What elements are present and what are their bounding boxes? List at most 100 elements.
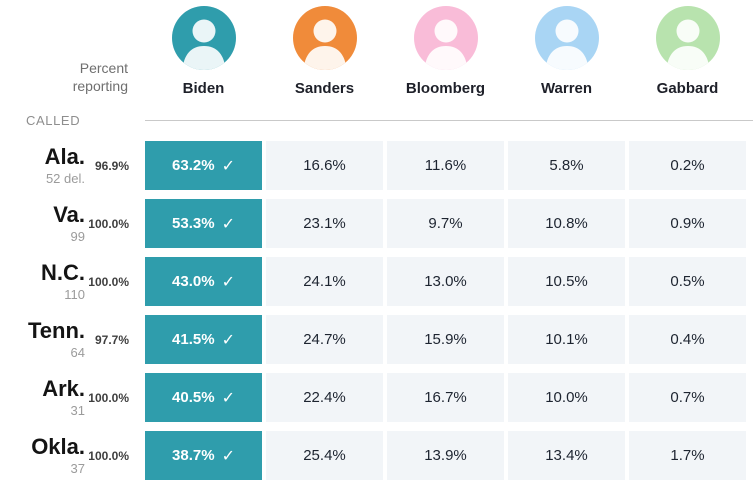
percent-reporting-value: 97.7% bbox=[94, 332, 129, 347]
result-cell: 15.9% bbox=[387, 315, 504, 364]
winner-checkmark-icon: ✓ bbox=[221, 447, 235, 465]
candidate-name: Biden bbox=[182, 80, 225, 97]
table-row: Va. 99 100.0% 53.3% ✓ 23.1% 9.7% 10.8% 0… bbox=[0, 199, 753, 248]
percent-reporting-value: 96.9% bbox=[94, 158, 129, 173]
person-icon bbox=[303, 19, 346, 70]
percent-reporting-value: 100.0% bbox=[88, 448, 129, 463]
table-row: Tenn. 64 97.7% 41.5% ✓ 24.7% 15.9% 10.1%… bbox=[0, 315, 753, 364]
state-cell: Tenn. 64 bbox=[0, 315, 85, 364]
person-icon bbox=[182, 19, 225, 70]
state-label: N.C. bbox=[41, 260, 85, 285]
result-cell: 0.4% bbox=[629, 315, 746, 364]
result-cell: 10.1% bbox=[508, 315, 625, 364]
candidate-avatar bbox=[413, 6, 478, 70]
candidate-header-row: Percent reporting Biden Sanders bbox=[0, 6, 753, 97]
state-label: Ala. bbox=[44, 144, 85, 169]
winner-checkmark-icon: ✓ bbox=[221, 215, 235, 233]
result-cell: 5.8% bbox=[508, 141, 625, 190]
candidate-avatar bbox=[534, 6, 599, 70]
result-value: 63.2% bbox=[172, 157, 215, 174]
person-icon bbox=[666, 19, 709, 70]
table-row: Okla. 37 100.0% 38.7% ✓ 25.4% 13.9% 13.4… bbox=[0, 431, 753, 480]
percent-reporting-value: 100.0% bbox=[88, 274, 129, 289]
table-body: Ala. 52 del. 96.9% 63.2% ✓ 16.6% 11.6% 5… bbox=[0, 141, 753, 480]
result-cell: 25.4% bbox=[266, 431, 383, 480]
result-cell: 1.7% bbox=[629, 431, 746, 480]
candidate-name: Warren bbox=[540, 80, 593, 97]
winner-checkmark-icon: ✓ bbox=[221, 331, 235, 349]
result-cell: 16.6% bbox=[266, 141, 383, 190]
state-cell: Ala. 52 del. bbox=[0, 141, 85, 190]
result-cell: 13.4% bbox=[508, 431, 625, 480]
result-cell: 10.0% bbox=[508, 373, 625, 422]
candidate-header-biden: Biden bbox=[145, 6, 262, 97]
winner-checkmark-icon: ✓ bbox=[221, 157, 235, 175]
winner-cell: 40.5% ✓ bbox=[145, 373, 262, 422]
result-cell: 0.7% bbox=[629, 373, 746, 422]
state-label: Ark. bbox=[42, 376, 85, 401]
percent-reporting-value: 100.0% bbox=[88, 216, 129, 231]
candidate-avatar bbox=[171, 6, 236, 70]
result-value: 43.0% bbox=[172, 273, 215, 290]
called-label: CALLED bbox=[26, 112, 81, 128]
table-row: Ark. 31 100.0% 40.5% ✓ 22.4% 16.7% 10.0%… bbox=[0, 373, 753, 422]
delegate-count: 52 del. bbox=[45, 171, 85, 186]
person-icon bbox=[545, 19, 588, 70]
result-cell: 13.9% bbox=[387, 431, 504, 480]
person-icon bbox=[424, 19, 467, 70]
header-divider bbox=[145, 119, 753, 121]
winner-checkmark-icon: ✓ bbox=[221, 273, 235, 291]
table-row: N.C. 110 100.0% 43.0% ✓ 24.1% 13.0% 10.5… bbox=[0, 257, 753, 306]
delegate-count: 99 bbox=[70, 229, 85, 244]
candidate-header-warren: Warren bbox=[508, 6, 625, 97]
winner-cell: 63.2% ✓ bbox=[145, 141, 262, 190]
candidate-name: Gabbard bbox=[656, 80, 719, 97]
state-label: Tenn. bbox=[27, 318, 85, 343]
candidate-avatar bbox=[655, 6, 720, 70]
result-value: 40.5% bbox=[172, 389, 215, 406]
delegate-count: 64 bbox=[70, 345, 85, 360]
candidate-header-bloomberg: Bloomberg bbox=[387, 6, 504, 97]
candidate-avatar bbox=[292, 6, 357, 70]
called-row: CALLED bbox=[0, 111, 753, 129]
percent-reporting-header: Percent reporting bbox=[72, 60, 128, 94]
candidate-name: Bloomberg bbox=[405, 80, 486, 97]
result-cell: 0.2% bbox=[629, 141, 746, 190]
result-cell: 10.5% bbox=[508, 257, 625, 306]
state-cell: N.C. 110 bbox=[0, 257, 85, 306]
result-cell: 0.5% bbox=[629, 257, 746, 306]
result-value: 41.5% bbox=[172, 331, 215, 348]
candidate-header-sanders: Sanders bbox=[266, 6, 383, 97]
delegate-count: 110 bbox=[64, 287, 85, 302]
percent-reporting-header-cell: Percent reporting bbox=[0, 6, 145, 97]
result-cell: 11.6% bbox=[387, 141, 504, 190]
result-cell: 9.7% bbox=[387, 199, 504, 248]
result-cell: 13.0% bbox=[387, 257, 504, 306]
result-cell: 24.1% bbox=[266, 257, 383, 306]
winner-cell: 41.5% ✓ bbox=[145, 315, 262, 364]
winner-cell: 43.0% ✓ bbox=[145, 257, 262, 306]
result-cell: 24.7% bbox=[266, 315, 383, 364]
table-row: Ala. 52 del. 96.9% 63.2% ✓ 16.6% 11.6% 5… bbox=[0, 141, 753, 190]
result-value: 38.7% bbox=[172, 447, 215, 464]
state-label: Va. bbox=[53, 202, 85, 227]
state-cell: Okla. 37 bbox=[0, 431, 85, 480]
candidate-header-gabbard: Gabbard bbox=[629, 6, 746, 97]
delegate-count: 37 bbox=[70, 461, 85, 476]
winner-cell: 38.7% ✓ bbox=[145, 431, 262, 480]
winner-checkmark-icon: ✓ bbox=[221, 389, 235, 407]
state-label: Okla. bbox=[31, 434, 85, 459]
delegate-count: 31 bbox=[70, 403, 85, 418]
result-cell: 22.4% bbox=[266, 373, 383, 422]
percent-reporting-value: 100.0% bbox=[88, 390, 129, 405]
result-cell: 23.1% bbox=[266, 199, 383, 248]
winner-cell: 53.3% ✓ bbox=[145, 199, 262, 248]
result-cell: 10.8% bbox=[508, 199, 625, 248]
candidate-name: Sanders bbox=[294, 80, 355, 97]
result-cell: 16.7% bbox=[387, 373, 504, 422]
result-value: 53.3% bbox=[172, 215, 215, 232]
state-cell: Va. 99 bbox=[0, 199, 85, 248]
state-cell: Ark. 31 bbox=[0, 373, 85, 422]
result-cell: 0.9% bbox=[629, 199, 746, 248]
